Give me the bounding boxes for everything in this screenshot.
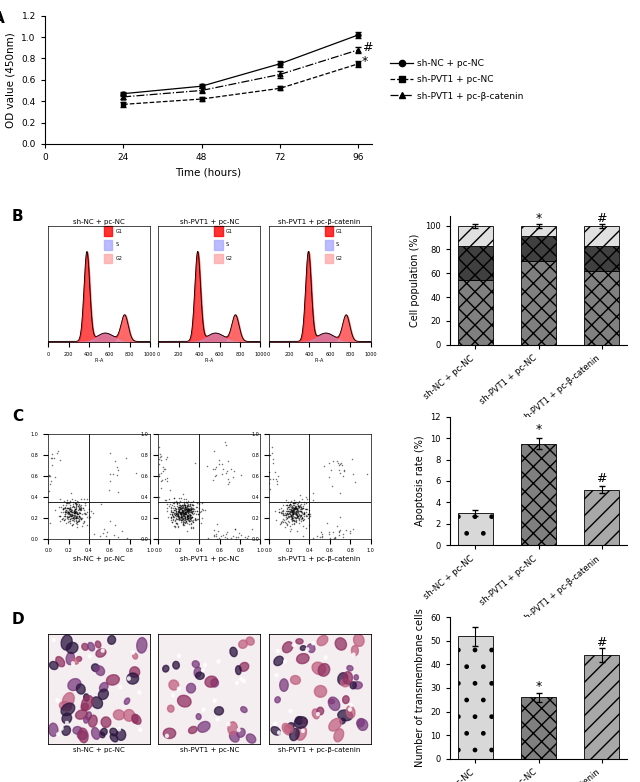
Text: #: # — [362, 41, 372, 54]
Bar — [458, 637, 493, 759]
Text: B: B — [12, 209, 24, 224]
Text: *: * — [536, 680, 541, 694]
Text: A: A — [0, 10, 4, 26]
Legend: sh-NC + pc-NC, sh-PVT1 + pc-NC, sh-PVT1 + pc-β-catenin: sh-NC + pc-NC, sh-PVT1 + pc-NC, sh-PVT1 … — [390, 59, 524, 101]
Bar — [458, 246, 493, 281]
Bar — [521, 261, 556, 345]
Bar — [458, 513, 493, 545]
Bar — [521, 236, 556, 261]
Text: #: # — [596, 636, 607, 648]
Text: *: * — [536, 423, 541, 436]
Bar — [584, 271, 619, 345]
Bar — [584, 246, 619, 271]
Text: #: # — [596, 472, 607, 485]
Text: D: D — [12, 612, 24, 627]
Text: *: * — [362, 55, 368, 68]
X-axis label: Time (hours): Time (hours) — [175, 167, 241, 178]
Y-axis label: Number of transmembrane cells: Number of transmembrane cells — [415, 608, 425, 767]
Bar — [521, 698, 556, 759]
Bar — [584, 490, 619, 545]
Text: #: # — [596, 212, 607, 224]
Y-axis label: OD value (450nm): OD value (450nm) — [6, 32, 16, 127]
Bar — [521, 443, 556, 545]
Y-axis label: Apoptosis rate (%): Apoptosis rate (%) — [415, 436, 425, 526]
Bar — [458, 226, 493, 246]
Bar — [458, 281, 493, 345]
Bar — [584, 226, 619, 246]
Bar — [521, 226, 556, 236]
Y-axis label: Cell population (%): Cell population (%) — [410, 234, 420, 327]
Text: C: C — [12, 409, 23, 424]
Bar — [584, 655, 619, 759]
Text: *: * — [536, 212, 541, 224]
